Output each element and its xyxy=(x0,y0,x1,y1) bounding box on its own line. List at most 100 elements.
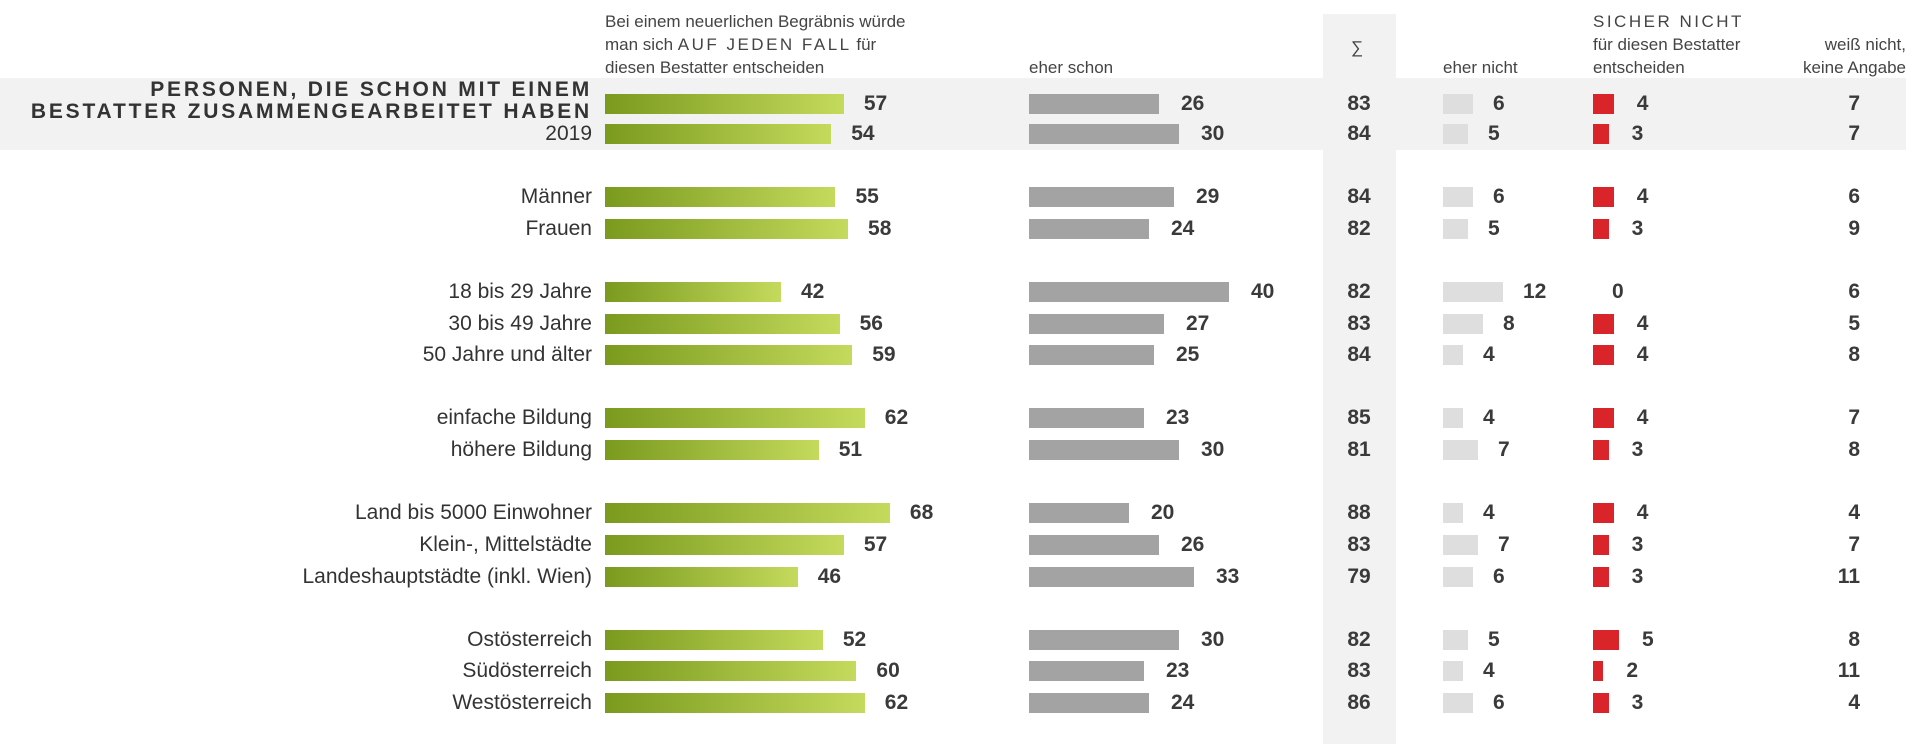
header-line: Bei einem neuerlichen Begräbnis würde xyxy=(605,12,906,31)
value-weiss-nicht: 7 xyxy=(1848,122,1860,145)
header-text: für xyxy=(851,35,877,54)
row-label: Ostösterreich xyxy=(467,628,592,651)
bar-auf-jeden-fall xyxy=(605,567,798,587)
value-auf-jeden-fall: 55 xyxy=(855,185,879,208)
bar-sicher-nicht xyxy=(1593,94,1614,114)
value-eher-nicht: 6 xyxy=(1493,92,1505,115)
value-eher-schon: 40 xyxy=(1251,280,1275,303)
value-eher-schon: 33 xyxy=(1216,565,1240,588)
value-weiss-nicht: 7 xyxy=(1848,533,1860,556)
bar-auf-jeden-fall xyxy=(605,503,890,523)
bar-eher-schon xyxy=(1029,630,1179,650)
bar-eher-schon xyxy=(1029,124,1179,144)
row-label: Landeshauptstädte (inkl. Wien) xyxy=(302,565,593,588)
value-eher-nicht: 6 xyxy=(1493,185,1505,208)
bar-eher-nicht xyxy=(1443,693,1473,713)
row-label: einfache Bildung xyxy=(436,406,592,429)
value-eher-schon: 23 xyxy=(1166,659,1190,682)
value-auf-jeden-fall: 51 xyxy=(838,438,863,461)
row-label: 2019 xyxy=(545,122,592,145)
value-sum: 82 xyxy=(1347,280,1371,303)
value-sum: 83 xyxy=(1347,533,1371,556)
value-eher-nicht: 4 xyxy=(1483,501,1495,524)
value-sicher-nicht: 4 xyxy=(1636,501,1649,524)
value-sum: 79 xyxy=(1347,565,1371,588)
bar-eher-nicht xyxy=(1443,219,1468,239)
header-line: entscheiden xyxy=(1593,58,1685,77)
bar-eher-schon xyxy=(1029,219,1149,239)
bar-eher-nicht xyxy=(1443,282,1503,302)
bar-auf-jeden-fall xyxy=(605,282,781,302)
bar-auf-jeden-fall xyxy=(605,187,836,207)
value-eher-schon: 30 xyxy=(1201,122,1225,145)
value-eher-schon: 30 xyxy=(1201,438,1225,461)
value-sicher-nicht: 3 xyxy=(1631,691,1644,714)
value-sum: 83 xyxy=(1347,659,1371,682)
row-label: Südösterreich xyxy=(462,659,592,682)
value-sicher-nicht: 4 xyxy=(1636,406,1649,429)
value-eher-schon: 24 xyxy=(1171,217,1195,240)
bar-auf-jeden-fall xyxy=(605,408,865,428)
value-sum: 85 xyxy=(1347,406,1371,429)
bar-sicher-nicht xyxy=(1593,693,1609,713)
group-title: PERSONEN, DIE SCHON MIT EINEM BESTATTER … xyxy=(31,79,592,123)
value-eher-nicht: 6 xyxy=(1493,565,1505,588)
value-eher-schon: 25 xyxy=(1176,343,1200,366)
bar-auf-jeden-fall xyxy=(605,630,823,650)
value-weiss-nicht: 8 xyxy=(1848,343,1860,366)
value-auf-jeden-fall: 57 xyxy=(863,533,888,556)
group-title-line: BESTATTER ZUSAMMENGEARBEITET HABEN xyxy=(30,100,592,123)
bar-eher-schon xyxy=(1029,408,1144,428)
value-sum: 83 xyxy=(1347,312,1371,335)
header-caps: SICHER NICHT xyxy=(1593,12,1744,31)
value-sicher-nicht: 0 xyxy=(1612,280,1624,303)
value-eher-nicht: 12 xyxy=(1523,280,1547,303)
value-weiss-nicht: 4 xyxy=(1848,501,1860,524)
bar-eher-nicht xyxy=(1443,440,1478,460)
bar-eher-nicht xyxy=(1443,567,1473,587)
value-auf-jeden-fall: 56 xyxy=(859,312,883,335)
bar-eher-schon xyxy=(1029,503,1129,523)
row-label: 50 Jahre und älter xyxy=(422,343,592,366)
value-sicher-nicht: 5 xyxy=(1642,628,1654,651)
sum-column-bg xyxy=(1323,14,1396,744)
value-eher-nicht: 4 xyxy=(1483,343,1495,366)
bar-sicher-nicht xyxy=(1593,345,1614,365)
bar-eher-nicht xyxy=(1443,314,1483,334)
value-sicher-nicht: 2 xyxy=(1626,659,1639,682)
bar-eher-schon xyxy=(1029,535,1159,555)
row-label: höhere Bildung xyxy=(450,438,592,461)
value-auf-jeden-fall: 54 xyxy=(851,122,875,145)
value-weiss-nicht: 7 xyxy=(1848,92,1860,115)
value-eher-schon: 30 xyxy=(1201,628,1225,651)
value-eher-nicht: 7 xyxy=(1498,438,1510,461)
value-eher-nicht: 8 xyxy=(1503,312,1515,335)
value-sum: 84 xyxy=(1347,122,1371,145)
bar-sicher-nicht xyxy=(1593,187,1614,207)
value-weiss-nicht: 8 xyxy=(1848,438,1860,461)
value-eher-schon: 24 xyxy=(1171,691,1195,714)
header-sicher-nicht: SICHER NICHT für diesen Bestatter entsch… xyxy=(1593,10,1744,79)
bar-sicher-nicht xyxy=(1593,567,1609,587)
bar-auf-jeden-fall xyxy=(605,219,849,239)
value-weiss-nicht: 6 xyxy=(1848,280,1860,303)
value-eher-nicht: 4 xyxy=(1483,406,1495,429)
bar-auf-jeden-fall xyxy=(605,124,832,144)
value-sicher-nicht: 4 xyxy=(1636,312,1649,335)
value-auf-jeden-fall: 52 xyxy=(842,628,867,651)
bar-sicher-nicht xyxy=(1593,440,1609,460)
value-auf-jeden-fall: 58 xyxy=(868,217,892,240)
header-line: weiß nicht, xyxy=(1824,35,1906,54)
bar-eher-schon xyxy=(1029,282,1229,302)
bar-sicher-nicht xyxy=(1593,124,1609,144)
bar-eher-schon xyxy=(1029,693,1149,713)
value-eher-nicht: 5 xyxy=(1488,122,1500,145)
value-sicher-nicht: 4 xyxy=(1636,343,1649,366)
bar-sicher-nicht xyxy=(1593,408,1614,428)
group-title-line: PERSONEN, DIE SCHON MIT EINEM xyxy=(150,78,592,101)
value-sum: 83 xyxy=(1347,92,1371,115)
row-label: 30 bis 49 Jahre xyxy=(448,312,592,335)
value-auf-jeden-fall: 42 xyxy=(800,280,825,303)
bar-eher-schon xyxy=(1029,94,1159,114)
